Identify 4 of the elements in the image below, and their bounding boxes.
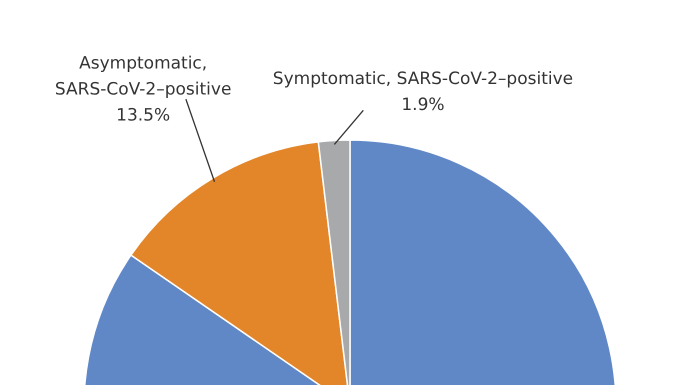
slice-label: Symptomatic, SARS-CoV-2–positive	[272, 69, 574, 90]
data-label: 1.9%	[401, 95, 445, 116]
slice-label: Asymptomatic, SARS-CoV-2–positive	[54, 54, 232, 100]
data-label: 13.5%	[116, 106, 170, 126]
